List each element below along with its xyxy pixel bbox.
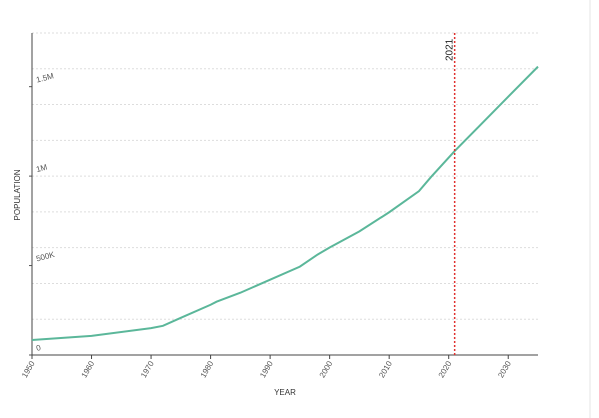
- y-axis-title: POPULATION: [13, 169, 22, 220]
- line-series: [31, 65, 539, 341]
- x-tick-label: 2020: [437, 359, 454, 379]
- x-tick-label: 2000: [318, 359, 335, 379]
- x-tick-label: 1970: [139, 359, 156, 379]
- y-tick-label: 1.5M: [35, 71, 55, 84]
- x-tick-label: 2030: [496, 359, 513, 379]
- x-tick-label: 1990: [258, 359, 275, 379]
- year-marker-label: 2021: [445, 38, 456, 61]
- y-tick-label: 1M: [35, 162, 48, 174]
- x-tick-label: 1960: [80, 359, 97, 379]
- x-axis-title: YEAR: [274, 388, 296, 397]
- y-tick-label: 500K: [35, 250, 56, 264]
- x-tick-label: 1950: [20, 359, 37, 379]
- x-tick-label: 1980: [199, 359, 216, 379]
- x-tick-label: 2010: [377, 359, 394, 379]
- y-tick-label: 0: [35, 343, 42, 353]
